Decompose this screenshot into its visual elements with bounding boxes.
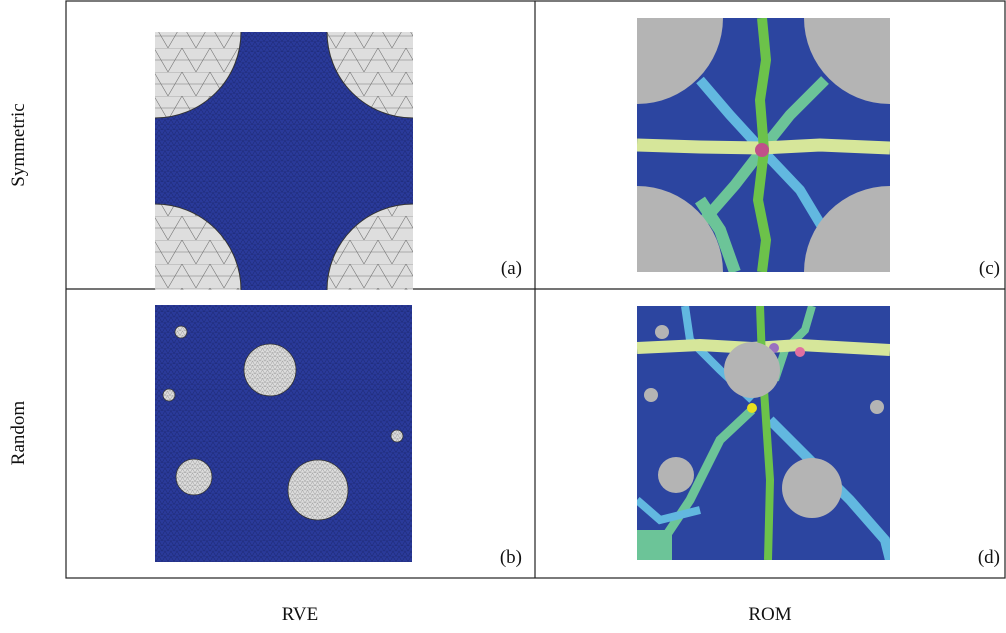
panel-image [551, 0, 976, 358]
row-label: Random [8, 401, 29, 466]
panel-label: (b) [500, 547, 522, 568]
page: {"rows": [{"label": "Symmetric", "panels… [0, 0, 1006, 633]
panel-label: (a) [501, 258, 522, 279]
figure: (a) (c) (b) (d) Symmetric Random RVE ROM [0, 0, 1006, 628]
panel-label: (c) [979, 258, 1000, 279]
row-label: Symmetric [8, 103, 29, 186]
panel-image [637, 306, 890, 560]
panel-label: (d) [978, 547, 1000, 568]
column-label: RVE [282, 604, 318, 625]
panel-image [155, 305, 412, 562]
column-label: ROM [748, 604, 791, 625]
